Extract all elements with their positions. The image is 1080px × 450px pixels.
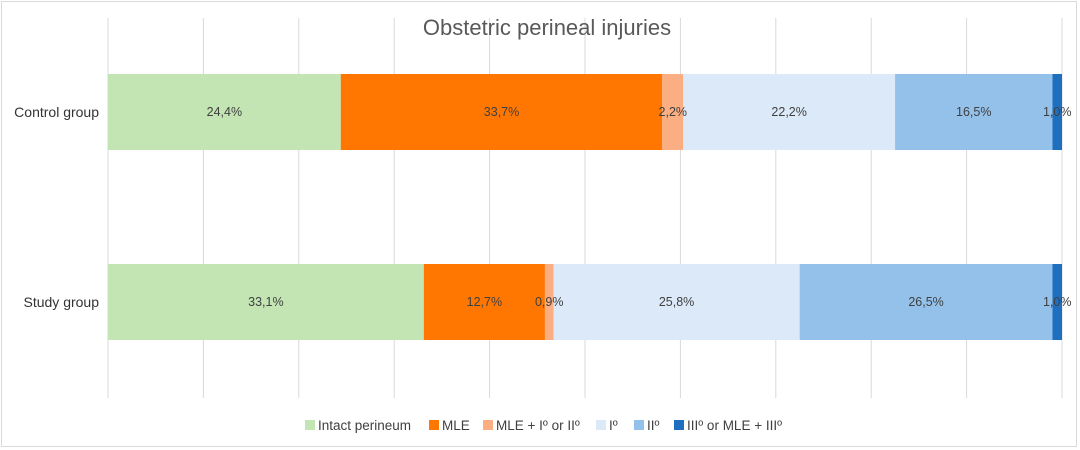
bar-segment (1052, 74, 1062, 150)
bar-segment (423, 264, 545, 340)
chart-title: Obstetric perineal injuries (423, 15, 671, 40)
bar-segment (1052, 264, 1062, 340)
data-label: 33,7% (484, 105, 519, 119)
legend-label: MLE (442, 418, 470, 433)
bar-segment (108, 74, 341, 150)
legend-swatch (596, 420, 606, 430)
legend-label: IIIº or MLE + IIIº (687, 418, 782, 433)
category-label: Study group (24, 294, 100, 310)
bar-segment (108, 264, 424, 340)
data-label: 33,1% (248, 295, 283, 309)
data-label: 1,0% (1043, 105, 1072, 119)
legend-swatch (305, 420, 315, 430)
legend-label: Iº (609, 418, 618, 433)
bar-segment (544, 264, 554, 340)
category-label: Control group (14, 104, 99, 120)
data-label: 26,5% (908, 295, 943, 309)
data-label: 25,8% (659, 295, 694, 309)
category-labels: Control group Study group (14, 104, 99, 310)
data-label: 1,0% (1043, 295, 1072, 309)
bar-segment (340, 74, 663, 150)
bar-segment (799, 264, 1053, 340)
bars (108, 74, 1062, 340)
legend: Intact perineum MLE MLE + Iº or IIº Iº IIº II… (305, 418, 782, 433)
data-label: 16,5% (956, 105, 991, 119)
bar-segment (553, 264, 800, 340)
bar-segment (895, 74, 1053, 150)
data-label: 0,9% (535, 295, 564, 309)
bar-segment (683, 74, 896, 150)
legend-label: MLE + Iº or IIº (496, 418, 580, 433)
legend-swatch (674, 420, 684, 430)
data-label: 24,4% (207, 105, 242, 119)
legend-swatch (483, 420, 493, 430)
data-label: 22,2% (771, 105, 806, 119)
data-labels: 24,4% 33,7% 2,2% 22,2% 16,5% 1,0% 33,1% 12,7% 0,… (207, 105, 1072, 309)
legend-label: Intact perineum (318, 418, 411, 433)
bar-segment (662, 74, 684, 150)
legend-label: IIº (647, 418, 660, 433)
legend-swatch (634, 420, 644, 430)
legend-swatch (429, 420, 439, 430)
data-label: 2,2% (659, 105, 688, 119)
data-label: 12,7% (467, 295, 502, 309)
